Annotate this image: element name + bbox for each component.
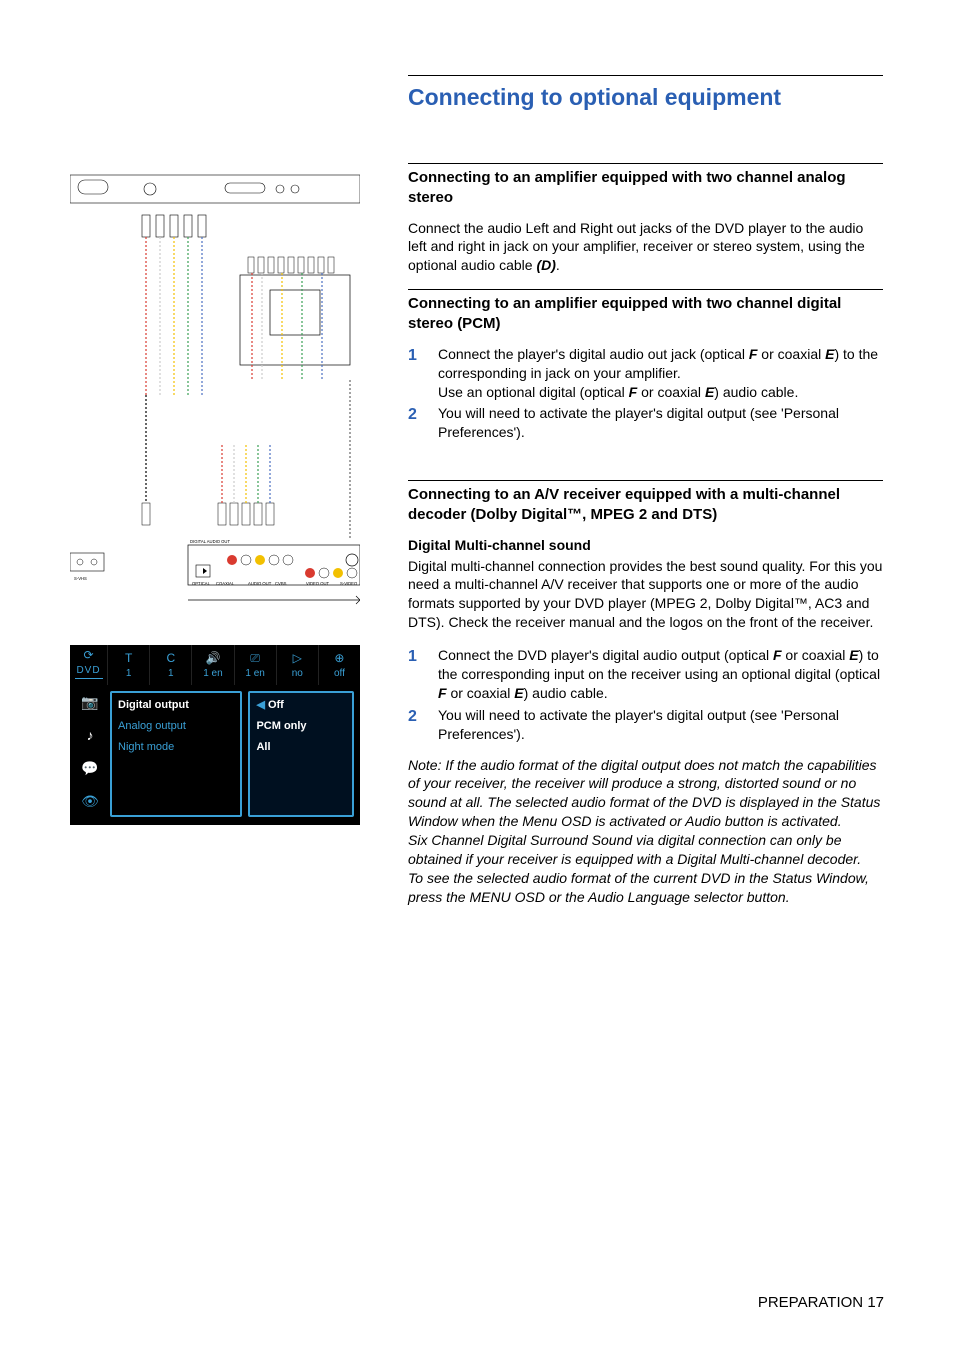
osd-side-camera-icon: 📷 [81, 693, 98, 712]
section-rule [408, 163, 883, 164]
osd-c-icon: C [166, 650, 175, 666]
step-number: 1 [408, 345, 438, 402]
osd-settings-panel: Digital output Analog output Night mode [110, 691, 242, 817]
osd-zoom-icon: ⊕ [334, 650, 344, 666]
footer-section-label: PREPARATION [758, 1294, 863, 1311]
label-optical: OPTICAL [192, 581, 211, 586]
step-number: 1 [408, 646, 438, 703]
steps-pcm: 1 Connect the player's digital audio out… [408, 345, 883, 442]
osd-item-digital-output: Digital output [118, 697, 234, 714]
subheading-digital-multichannel: Digital Multi-channel sound [408, 536, 883, 555]
osd-refresh-icon: ⟳ [83, 647, 93, 663]
osd-menu: ⟳ DVD T 1 C 1 🔊 1 en ⎚ 1 en [70, 645, 360, 825]
osd-top-chapter-value: 1 [168, 667, 174, 681]
section-heading-pcm: Connecting to an amplifier equipped with… [408, 294, 883, 335]
list-item: 2 You will need to activate the player's… [438, 706, 883, 744]
label-video-out: VIDEO OUT [306, 581, 329, 586]
page-footer: PREPARATION 17 [758, 1293, 884, 1313]
label-digital-audio-out: DIGITAL AUDIO OUT [190, 539, 230, 544]
osd-top-zoom-value: off [334, 667, 345, 681]
label-s-video: S-VIDEO [340, 581, 358, 586]
osd-logo-cell: ⟳ DVD [70, 645, 107, 685]
osd-item-night-mode: Night mode [118, 739, 234, 756]
body-analog-stereo: Connect the audio Left and Right out jac… [408, 219, 883, 276]
osd-top-zoom: ⊕ off [318, 645, 360, 685]
osd-top-audio-value: 1 en [203, 667, 222, 681]
osd-option-off: Off [256, 697, 346, 714]
label-audio-out: AUDIO OUT [248, 581, 272, 586]
section-heading-multichannel: Connecting to an A/V receiver equipped w… [408, 485, 883, 526]
note-multichannel: Note: If the audio format of the digital… [408, 756, 883, 907]
osd-top-audio: 🔊 1 en [191, 645, 233, 685]
osd-t-icon: T [125, 650, 132, 666]
step-text: You will need to activate the player's d… [438, 706, 883, 744]
osd-top-angle-value: no [292, 667, 303, 681]
osd-dvd-logo: DVD [75, 664, 103, 679]
osd-speaker-icon: 🔊 [205, 650, 220, 666]
list-item: 1 Connect the DVD player's digital audio… [438, 646, 883, 703]
label-coaxial: COAXIAL [216, 581, 235, 586]
step-number: 2 [408, 404, 438, 442]
osd-top-title-value: 1 [126, 667, 132, 681]
step-text: Connect the DVD player's digital audio o… [438, 646, 883, 703]
osd-option-all: All [256, 739, 346, 756]
section-rule [408, 289, 883, 290]
osd-side-subtitle-icon: 💬 [81, 759, 98, 778]
label-cvbs: CVBS [275, 581, 287, 586]
osd-side-eye-icon: 👁 [81, 792, 99, 811]
osd-top-angle: ▷ no [276, 645, 318, 685]
osd-side-audio-icon: ♪ [87, 726, 94, 745]
osd-option-pcm-only: PCM only [256, 718, 346, 735]
osd-top-subtitle-value: 1 en [245, 667, 264, 681]
page-title: Connecting to optional equipment [408, 82, 883, 113]
title-rule [408, 75, 883, 76]
section-rule [408, 480, 883, 481]
section-heading-analog-stereo: Connecting to an amplifier equipped with… [408, 168, 883, 209]
footer-page-number: 17 [867, 1294, 884, 1311]
list-item: 1 Connect the player's digital audio out… [438, 345, 883, 402]
osd-top-chapter: C 1 [149, 645, 191, 685]
connection-diagram: DIGITAL AUDIO OUT OPTICAL COAXIAL AUDIO … [70, 145, 360, 605]
label-svhs: S-VHS [74, 576, 87, 581]
osd-side-icons: 📷 ♪ 💬 👁 [70, 685, 110, 825]
osd-angle-icon: ▷ [293, 650, 302, 666]
osd-options-panel: Off PCM only All [248, 691, 354, 817]
steps-multichannel: 1 Connect the DVD player's digital audio… [408, 646, 883, 743]
osd-subtitle-icon: ⎚ [250, 650, 260, 666]
list-item: 2 You will need to activate the player's… [438, 404, 883, 442]
step-text: You will need to activate the player's d… [438, 404, 883, 442]
step-text: Connect the player's digital audio out j… [438, 345, 883, 402]
osd-item-analog-output: Analog output [118, 718, 234, 735]
step-number: 2 [408, 706, 438, 744]
osd-top-title: T 1 [107, 645, 149, 685]
osd-top-subtitle: ⎚ 1 en [234, 645, 276, 685]
body-multichannel: Digital multi-channel connection provide… [408, 557, 883, 633]
